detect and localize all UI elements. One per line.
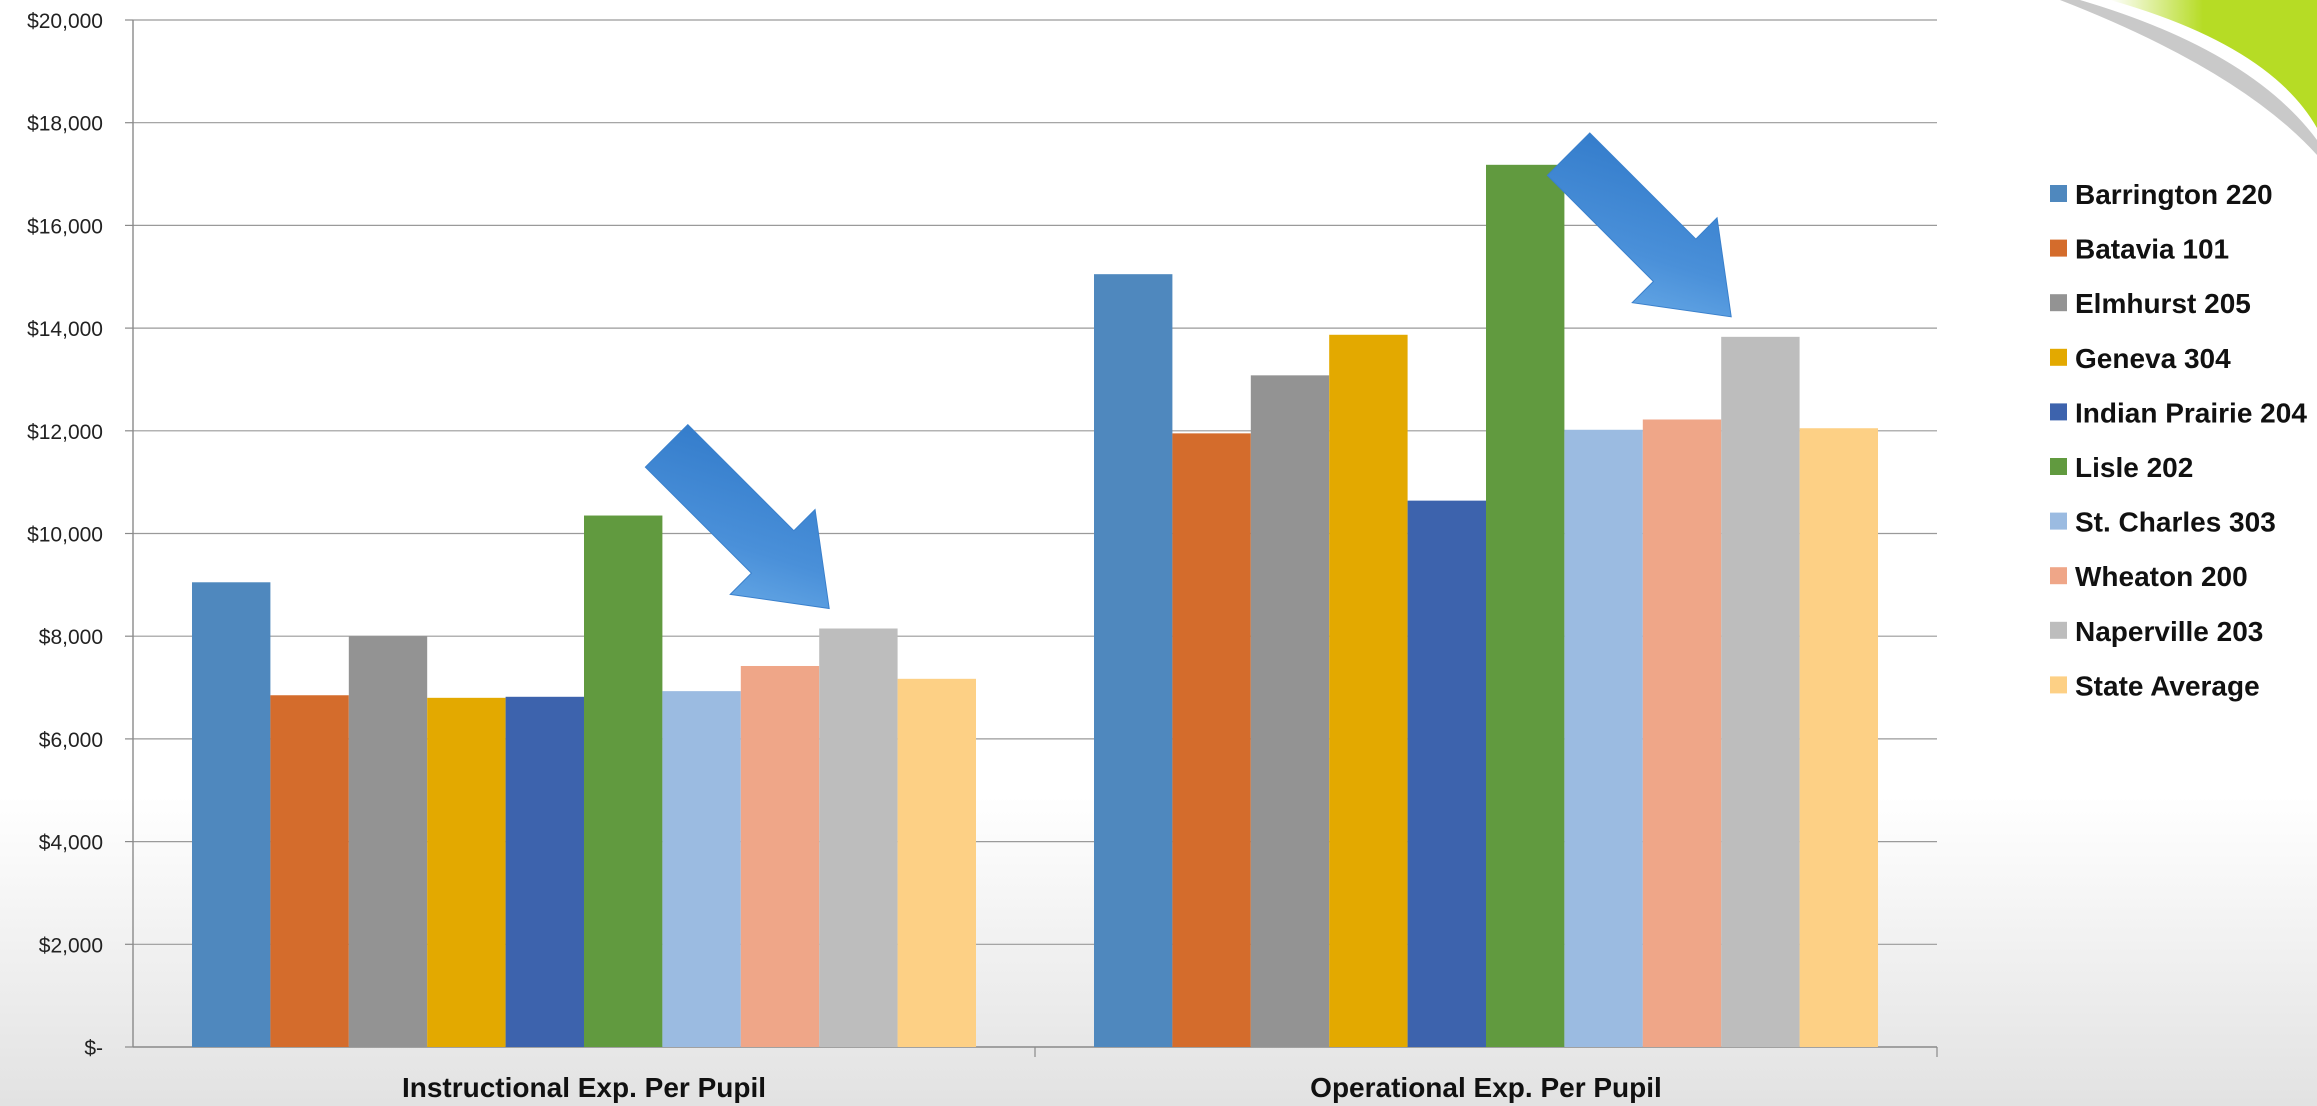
y-tick-label: $20,000	[27, 10, 103, 33]
legend-swatch	[2050, 294, 2067, 312]
legend-label: Batavia 101	[2075, 234, 2229, 265]
legend-label: Elmhurst 205	[2075, 288, 2251, 319]
legend-item: Geneva 304	[2050, 343, 2231, 374]
legend-swatch	[2050, 676, 2067, 694]
bar-st-charles-303-0	[662, 691, 741, 1047]
x-category-label: Instructional Exp. Per Pupil	[402, 1072, 766, 1103]
legend: Barrington 220 Batavia 101 Elmhurst 205 Gen…	[2050, 179, 2307, 701]
bar-st-charles-303-1	[1564, 429, 1643, 1047]
bar-indian-prairie-204-0	[505, 696, 584, 1047]
annotation-arrow	[644, 423, 830, 610]
legend-item: Indian Prairie 204	[2050, 397, 2307, 428]
legend-label: Wheaton 200	[2075, 561, 2248, 592]
x-category-label: Operational Exp. Per Pupil	[1310, 1072, 1662, 1103]
bar-wheaton-200-0	[740, 665, 820, 1047]
legend-swatch	[2050, 621, 2067, 639]
legend-label: Indian Prairie 204	[2075, 397, 2307, 428]
legend-swatch	[2050, 512, 2067, 530]
legend-swatch	[2050, 458, 2067, 475]
bar-state-average-1	[1799, 428, 1878, 1047]
bar-barrington-220-1	[1094, 274, 1173, 1047]
legend-item: Lisle 202	[2050, 452, 2193, 483]
legend-swatch	[2050, 185, 2067, 202]
legend-label: State Average	[2075, 670, 2260, 701]
y-tick-label: $6,000	[39, 729, 103, 752]
corner-swoosh-decoration	[2060, 0, 2317, 155]
bar-elmhurst-205-1	[1250, 375, 1330, 1047]
legend-label: Lisle 202	[2075, 452, 2193, 483]
legend-swatch	[2050, 239, 2067, 257]
legend-swatch	[2050, 348, 2067, 366]
legend-item: State Average	[2050, 670, 2260, 701]
legend-item: Barrington 220	[2050, 179, 2273, 210]
legend-item: St. Charles 303	[2050, 507, 2276, 538]
bar-naperville-203-0	[819, 628, 898, 1047]
legend-label: Barrington 220	[2075, 179, 2273, 210]
y-tick-label: $4,000	[39, 832, 103, 855]
legend-item: Elmhurst 205	[2050, 288, 2251, 319]
x-axis: Instructional Exp. Per Pupil Operational …	[402, 1047, 1938, 1103]
legend-item: Wheaton 200	[2050, 561, 2248, 592]
legend-swatch	[2050, 567, 2067, 585]
y-tick-label: $16,000	[27, 215, 103, 238]
legend-swatch	[2050, 403, 2067, 421]
bar-geneva-304-1	[1329, 334, 1408, 1047]
bar-batavia-101-0	[270, 695, 349, 1047]
y-tick-label: $12,000	[27, 421, 103, 444]
y-axis: $- $2,000 $4,000 $6,000 $8,000 $10,000 $12,000…	[27, 10, 134, 1060]
bar-geneva-304-0	[427, 697, 506, 1047]
legend-label: Geneva 304	[2075, 343, 2231, 374]
bar-elmhurst-205-0	[348, 636, 428, 1047]
annotation-arrows	[644, 132, 1732, 610]
bar-naperville-203-1	[1721, 336, 1800, 1048]
y-tick-label: $2,000	[39, 934, 103, 957]
y-tick-label: $14,000	[27, 318, 103, 341]
bar-lisle-202-0	[584, 515, 663, 1047]
bar-indian-prairie-204-1	[1407, 500, 1486, 1047]
bars	[192, 164, 1878, 1048]
y-tick-label: $8,000	[39, 626, 103, 649]
bar-barrington-220-0	[192, 582, 271, 1047]
legend-item: Batavia 101	[2050, 234, 2229, 265]
legend-item: Naperville 203	[2050, 616, 2263, 647]
y-tick-label: $-	[84, 1037, 103, 1060]
legend-label: Naperville 203	[2075, 616, 2263, 647]
bar-state-average-0	[897, 678, 976, 1047]
annotation-arrow	[1546, 132, 1732, 318]
bar-wheaton-200-1	[1642, 419, 1722, 1047]
legend-label: St. Charles 303	[2075, 507, 2276, 538]
bar-batavia-101-1	[1172, 433, 1251, 1047]
swoosh-green	[2110, 0, 2317, 128]
bar-lisle-202-1	[1486, 164, 1565, 1047]
y-tick-label: $18,000	[27, 113, 103, 136]
y-tick-label: $10,000	[27, 524, 103, 547]
